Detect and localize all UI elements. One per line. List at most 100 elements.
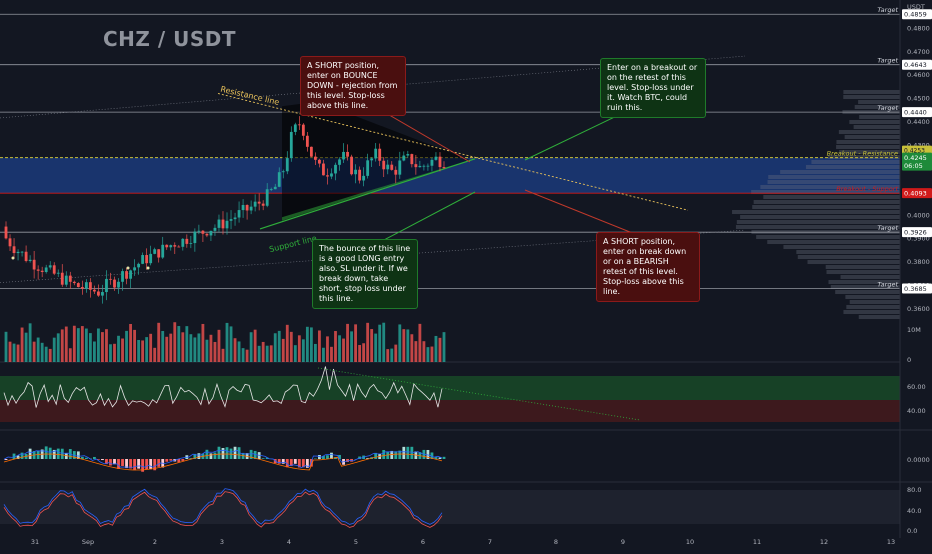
volume-bar [350, 331, 353, 362]
volume-profile-bar [754, 200, 900, 204]
candle-body [173, 245, 176, 246]
volume-bar [53, 338, 56, 362]
volume-bar [145, 337, 148, 362]
volume-profile-bar [737, 220, 900, 224]
level-label-6: Target [877, 280, 898, 288]
volume-bar [101, 332, 104, 362]
macd-bar [218, 447, 221, 459]
candle-body [101, 292, 104, 296]
candle-body [201, 231, 204, 234]
level-label-1: Target [877, 57, 898, 65]
candle-body [238, 210, 241, 217]
volume-bar [193, 337, 196, 362]
note-long-breakout[interactable]: Enter on a breakout or on the retest of … [600, 58, 706, 118]
volume-profile-bar [768, 180, 900, 184]
candle-body [443, 167, 446, 168]
macd-bar [113, 459, 116, 464]
price-tick-2: 0.4600 [907, 71, 930, 79]
macd-bar [145, 459, 148, 469]
volume-bar [358, 345, 361, 362]
macd-bar [169, 459, 172, 461]
volume-bar [93, 342, 96, 362]
volume-bar [13, 344, 16, 362]
macd-bar [181, 459, 184, 461]
candle-body [61, 273, 64, 285]
x-tick-2: 2 [153, 538, 157, 546]
candle-body [258, 202, 261, 204]
candle-body [93, 290, 96, 292]
volume-bar [125, 331, 128, 362]
volume-profile-bar [811, 160, 900, 164]
volume-bar [410, 334, 413, 362]
volume-profile-bar [767, 240, 900, 244]
volume-bar [435, 336, 438, 362]
volume-profile-bar [835, 290, 900, 294]
candle-body [278, 172, 281, 187]
volume-profile-bar [836, 140, 900, 144]
volume-bar [41, 343, 44, 362]
volume-profile-bar [768, 175, 900, 179]
candle-body [294, 124, 297, 131]
price-tick-4: 0.4400 [907, 118, 930, 126]
volume-profile-bar [807, 260, 900, 264]
volume-bar [17, 345, 20, 362]
note-long-bounce[interactable]: The bounce of this line is a good LONG e… [312, 239, 418, 309]
volume-bar [181, 332, 184, 362]
volume-profile-bar [850, 300, 900, 304]
macd-bar [394, 451, 397, 459]
x-tick-3: 3 [220, 538, 224, 546]
volume-bar [206, 340, 209, 362]
candle-body [141, 255, 144, 264]
candle-body [338, 159, 341, 164]
candle-body [246, 205, 249, 210]
candle-body [262, 204, 265, 206]
volume-bar [398, 324, 401, 362]
volume-profile-bar [798, 255, 900, 259]
macd-bar [109, 459, 112, 466]
candle-body [439, 157, 442, 167]
signal-dot-0 [12, 257, 15, 260]
volume-profile-bar [843, 310, 900, 314]
candle-body [189, 243, 192, 244]
volume-bar [334, 331, 337, 362]
volume-bar [57, 333, 60, 362]
macd-bar [157, 459, 160, 467]
volume-bar [346, 324, 349, 362]
volume-profile-bar [846, 305, 900, 309]
volume-bar [354, 324, 357, 362]
macd-bar [402, 447, 405, 459]
volume-bar [109, 344, 112, 362]
volume-bar [414, 341, 417, 362]
candle-body [73, 282, 76, 283]
level-label-3: Breakout - Resistance [827, 150, 898, 158]
volume-bar [218, 330, 221, 362]
macd-bar [65, 453, 68, 459]
candle-body [394, 170, 397, 175]
volume-profile-bar [826, 270, 900, 274]
macd-bar [410, 447, 413, 459]
note-short-bounce[interactable]: A SHORT position, enter on BOUNCE DOWN -… [300, 56, 406, 116]
candle-body [210, 231, 213, 236]
volume-bar [402, 329, 405, 362]
level-tag-text-6: 0.3685 [904, 285, 927, 293]
candle-body [322, 164, 325, 176]
candle-body [197, 231, 200, 232]
candle-body [406, 154, 409, 155]
note-short-breakdown[interactable]: A SHORT position, enter on break down or… [596, 232, 700, 302]
candle-body [326, 175, 329, 176]
candle-body [374, 149, 377, 159]
volume-bar [378, 325, 381, 362]
candle-body [161, 245, 164, 258]
candle-body [105, 279, 108, 292]
volume-bar [197, 333, 200, 362]
volume-bar [222, 349, 225, 362]
x-tick-1: Sep [82, 538, 94, 546]
macd-tick-0: 0.0000 [907, 456, 930, 464]
volume-bar [61, 329, 64, 362]
volume-bar [141, 340, 144, 362]
candle-body [414, 164, 417, 167]
level-tag-text-0: 0.4859 [904, 11, 927, 19]
stoch-tick-2: 0.0 [907, 527, 917, 535]
